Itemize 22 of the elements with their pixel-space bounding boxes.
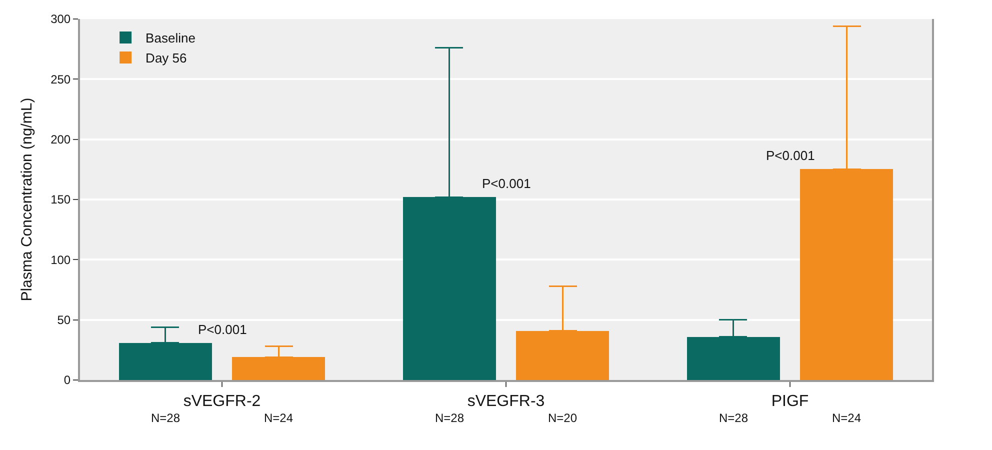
y-tick-label: 0 (64, 373, 71, 388)
annotation: P<0.001 (766, 148, 815, 163)
legend-label: Day 56 (146, 50, 187, 66)
text: N=28 (719, 411, 748, 425)
y-tick-label: 300 (50, 12, 71, 26)
y-tick-label: 50 (57, 313, 71, 328)
text: N=28 (435, 411, 464, 425)
x-tick-label: sVEGFR-3 (467, 393, 545, 410)
x-tick-label: PIGF (771, 393, 809, 410)
text: N=20 (548, 411, 578, 425)
y-tick-label: 200 (50, 132, 71, 147)
annotation: P<0.001 (482, 176, 531, 191)
text: N=28 (151, 411, 180, 425)
annotation: P<0.001 (198, 322, 247, 337)
text: N=24 (264, 411, 294, 425)
text: N=24 (832, 411, 862, 425)
y-tick-label: 250 (50, 72, 71, 86)
y-tick-label: 100 (50, 252, 71, 267)
y-axis-title: Plasma Concentration (ng/mL) (18, 98, 36, 302)
x-tick-label: sVEGFR-2 (183, 393, 261, 410)
y-tick-label: 150 (50, 192, 71, 207)
legend-label: Baseline (146, 30, 196, 46)
